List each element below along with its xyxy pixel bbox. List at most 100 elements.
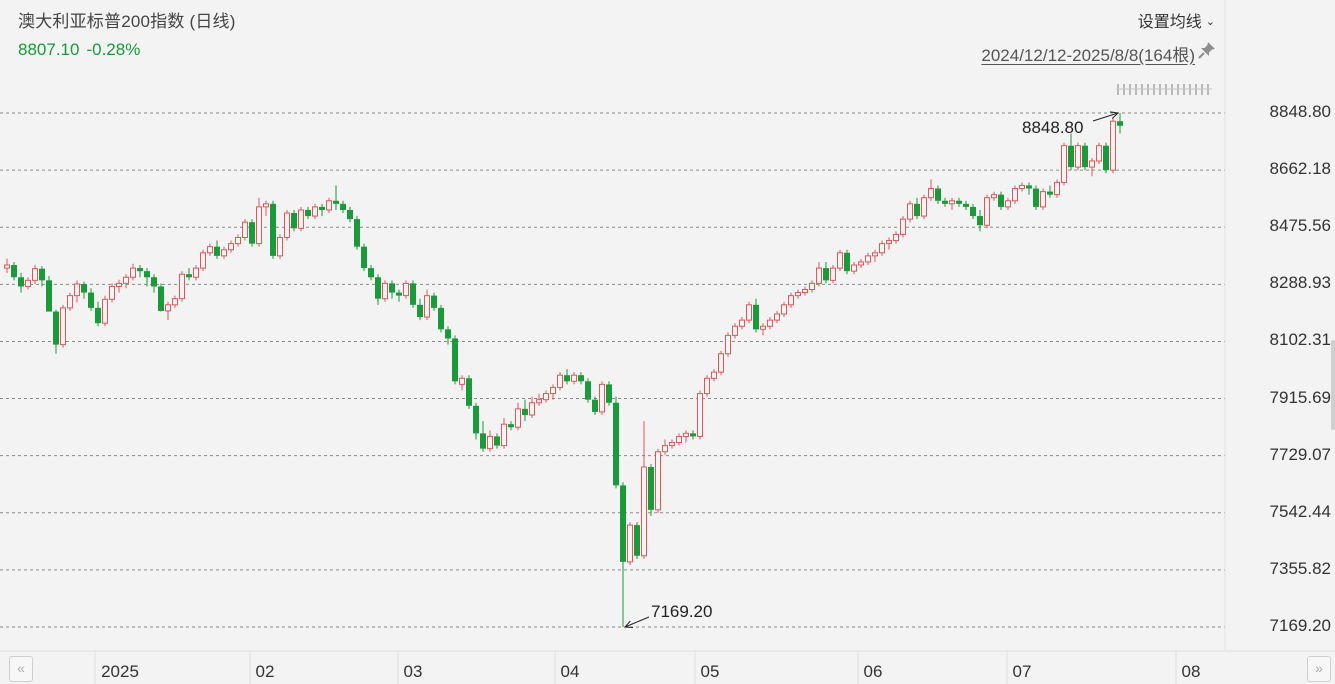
candle-body xyxy=(893,233,899,242)
double-chevron-left-icon: « xyxy=(17,660,25,676)
candle-body xyxy=(970,206,976,217)
candle-body xyxy=(354,219,360,247)
candle-body xyxy=(494,436,500,446)
change-percent: -0.28% xyxy=(86,40,141,59)
candle-body xyxy=(956,200,962,204)
candle xyxy=(396,289,402,302)
candle-body xyxy=(620,485,626,562)
candle xyxy=(1019,182,1025,192)
annotation-arrowhead xyxy=(1110,111,1120,119)
candle-body xyxy=(88,292,94,308)
candle xyxy=(144,268,150,287)
candle-body xyxy=(242,221,248,238)
candle xyxy=(508,421,514,431)
candle-body xyxy=(1082,145,1088,168)
candle xyxy=(578,372,584,385)
candle-body xyxy=(186,274,192,278)
candle xyxy=(564,369,570,385)
candle-body xyxy=(473,405,479,434)
candle xyxy=(459,375,465,391)
ma-setting-dropdown[interactable]: 设置均线 ⌄ xyxy=(1138,8,1215,32)
candle-body xyxy=(844,252,850,272)
candle-body xyxy=(725,334,731,355)
scroll-left-button[interactable]: « xyxy=(9,656,33,682)
candle xyxy=(928,179,934,201)
candle-body xyxy=(11,265,17,278)
candle-body xyxy=(389,283,395,293)
candle xyxy=(438,304,444,333)
candle xyxy=(907,200,913,223)
candle xyxy=(137,265,143,278)
candle-body xyxy=(319,206,325,210)
candle xyxy=(501,418,507,449)
candle-body xyxy=(151,277,157,287)
candle xyxy=(956,197,962,207)
candle xyxy=(613,396,619,489)
price-readout: 8807.10 -0.28% xyxy=(18,40,140,60)
x-tick-label: 03 xyxy=(403,662,423,681)
candle-body xyxy=(25,279,31,287)
candle xyxy=(977,209,983,232)
candle xyxy=(340,200,346,214)
x-tick-label: 2025 xyxy=(101,662,139,681)
candle xyxy=(795,289,801,299)
candle xyxy=(333,185,339,210)
y-tick-label: 7915.69 xyxy=(1269,387,1331,407)
candle-body xyxy=(914,203,920,217)
pin-icon[interactable] xyxy=(1197,40,1217,60)
candle-body xyxy=(305,209,311,217)
y-tick-label: 7729.07 xyxy=(1269,444,1331,464)
candle-body xyxy=(508,424,514,428)
candle-body xyxy=(781,304,787,315)
vertical-scrollbar[interactable] xyxy=(1331,340,1335,430)
candle-body xyxy=(39,268,45,281)
candle-body xyxy=(746,304,752,321)
candle xyxy=(585,378,591,403)
candle-body xyxy=(760,325,766,330)
candle-body xyxy=(557,374,563,388)
candle-body xyxy=(144,271,150,278)
candle-body xyxy=(949,200,955,205)
chart-scroll-track[interactable] xyxy=(34,656,1304,682)
candle xyxy=(417,298,423,321)
y-tick-label: 8848.80 xyxy=(1269,102,1331,121)
candle-body xyxy=(480,433,486,449)
candle xyxy=(998,191,1004,210)
candle-body xyxy=(235,236,241,245)
candle xyxy=(319,203,325,217)
candle xyxy=(837,249,843,272)
candle xyxy=(109,283,115,303)
candle xyxy=(382,280,388,302)
candle xyxy=(1096,142,1102,165)
candle-body xyxy=(291,213,297,229)
candle-body xyxy=(634,525,640,556)
y-tick-label: 7355.82 xyxy=(1269,558,1331,578)
candle xyxy=(263,200,269,217)
candle-body xyxy=(732,325,738,336)
candle xyxy=(39,266,45,287)
candle xyxy=(991,191,997,201)
candle xyxy=(116,279,122,293)
chart-title: 澳大利亚标普200指数 (日线) xyxy=(18,12,236,31)
candle-body xyxy=(529,402,535,416)
candle-body xyxy=(214,246,220,256)
candle-body xyxy=(270,203,276,256)
candle-body xyxy=(1019,184,1025,190)
candle xyxy=(627,522,633,565)
candle xyxy=(599,381,605,415)
candle xyxy=(809,280,815,293)
candle xyxy=(970,203,976,220)
candle xyxy=(557,372,563,391)
candle-body xyxy=(935,188,941,201)
candle xyxy=(914,197,920,220)
candle xyxy=(298,206,304,232)
candle xyxy=(1054,179,1060,198)
date-range-link[interactable]: 2024/12/12-2025/8/8(164根) xyxy=(981,46,1195,65)
candle xyxy=(893,231,899,244)
candle-body xyxy=(116,282,122,287)
annotation-arrowhead xyxy=(623,620,634,628)
candle xyxy=(872,249,878,262)
scroll-right-button[interactable]: » xyxy=(1307,656,1331,682)
candle xyxy=(487,430,493,452)
candle xyxy=(410,280,416,308)
